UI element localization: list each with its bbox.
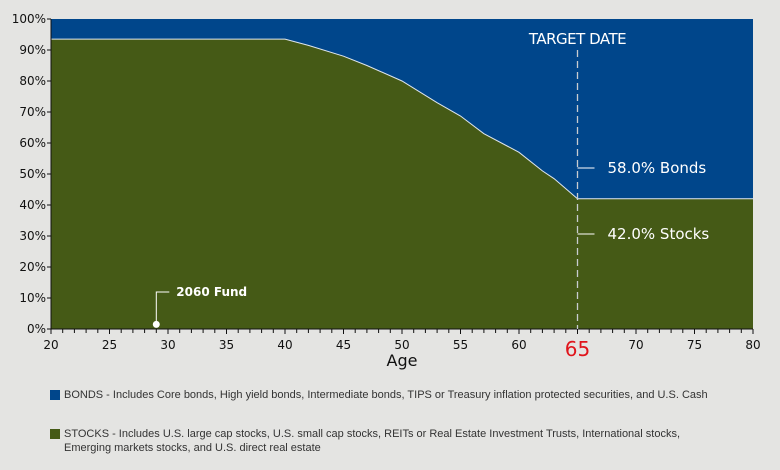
chart-svg: 0% 10% 20% 30% 40% 50% 60% 70% 80% 90% 100% 20 25 30 3… [12, 12, 761, 370]
x-tick-label: 75 [687, 338, 702, 352]
legend-swatch-bonds [50, 390, 60, 400]
x-tick-label: 70 [628, 338, 643, 352]
x-tick-label: 35 [219, 338, 234, 352]
stocks-area [51, 39, 753, 330]
legend-text-stocks: STOCKS - Includes U.S. large cap stocks,… [64, 428, 681, 454]
legend-swatch-stocks [50, 429, 60, 439]
x-tick-label: 25 [102, 338, 117, 352]
x-tick-label: 80 [745, 338, 760, 352]
y-tick-label: 20% [19, 260, 46, 274]
x-tick-label: 45 [336, 338, 351, 352]
x-axis-label: Age [387, 351, 418, 370]
allocation-boundary-line [51, 38, 753, 200]
y-tick-label: 60% [19, 136, 46, 150]
x-tick-label: 20 [43, 338, 58, 352]
y-tick-label: 40% [19, 198, 46, 212]
y-tick-label: 90% [19, 43, 46, 57]
stocks-percent-label: 42.0% Stocks [608, 225, 710, 243]
y-tick-label: 70% [19, 105, 46, 119]
legend-text-bonds: BONDS - Includes Core bonds, High yield … [64, 389, 708, 401]
x-tick-label: 55 [453, 338, 468, 352]
x-tick-label: 30 [160, 338, 175, 352]
y-tick-label: 30% [19, 229, 46, 243]
y-tick-label: 100% [12, 12, 46, 26]
target-date-label: TARGET DATE [528, 30, 626, 48]
y-tick-label: 80% [19, 74, 46, 88]
x-tick-label: 65 [565, 337, 590, 361]
x-tick-label: 50 [394, 338, 409, 352]
legend-item-stocks: STOCKS - Includes U.S. large cap stocks,… [50, 427, 710, 455]
y-tick-label: 10% [19, 291, 46, 305]
x-tick-label: 40 [277, 338, 292, 352]
fund-marker-leader [155, 291, 170, 325]
legend-item-bonds: BONDS - Includes Core bonds, High yield … [50, 388, 710, 402]
x-tick-label: 60 [511, 338, 526, 352]
y-tick-label: 0% [27, 322, 46, 336]
bonds-percent-label: 58.0% Bonds [608, 159, 707, 177]
y-tick-label: 50% [19, 167, 46, 181]
fund-marker-dot [152, 320, 160, 328]
fund-marker-label: 2060 Fund [176, 285, 247, 299]
